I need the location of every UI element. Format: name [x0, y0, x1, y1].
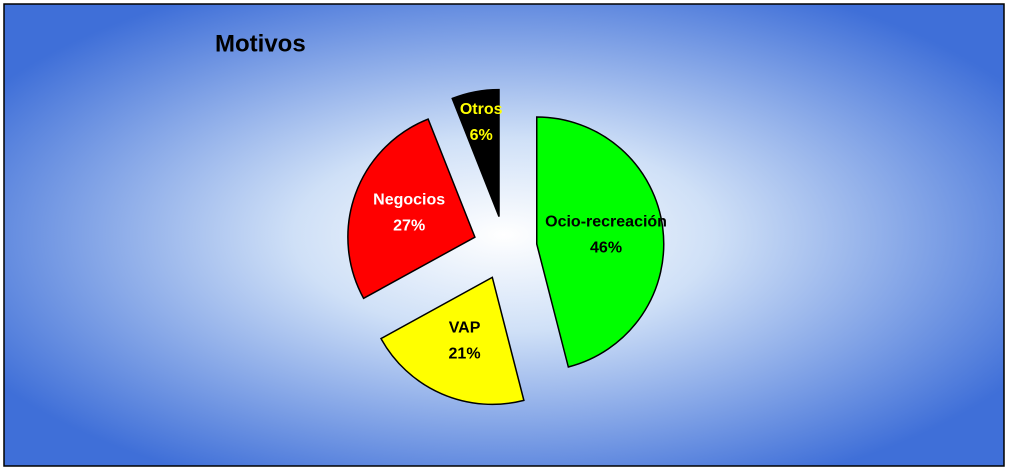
pie-slice: [379, 276, 525, 406]
slice-category-label: Ocio-recreación: [545, 213, 667, 230]
slice-category-label: Otros: [460, 101, 503, 118]
chart-title: Motivos: [215, 30, 306, 57]
slice-category-label: Negocios: [373, 192, 445, 209]
pie-slice: [347, 118, 476, 300]
slice-value-label: 6%: [470, 127, 493, 144]
slice-value-label: 27%: [393, 218, 425, 235]
slice-category-label: VAP: [449, 320, 481, 337]
slice-value-label: 46%: [590, 239, 622, 256]
pie-slice: [451, 88, 500, 217]
pie-slice: [535, 116, 665, 368]
slice-value-label: 21%: [449, 346, 481, 363]
